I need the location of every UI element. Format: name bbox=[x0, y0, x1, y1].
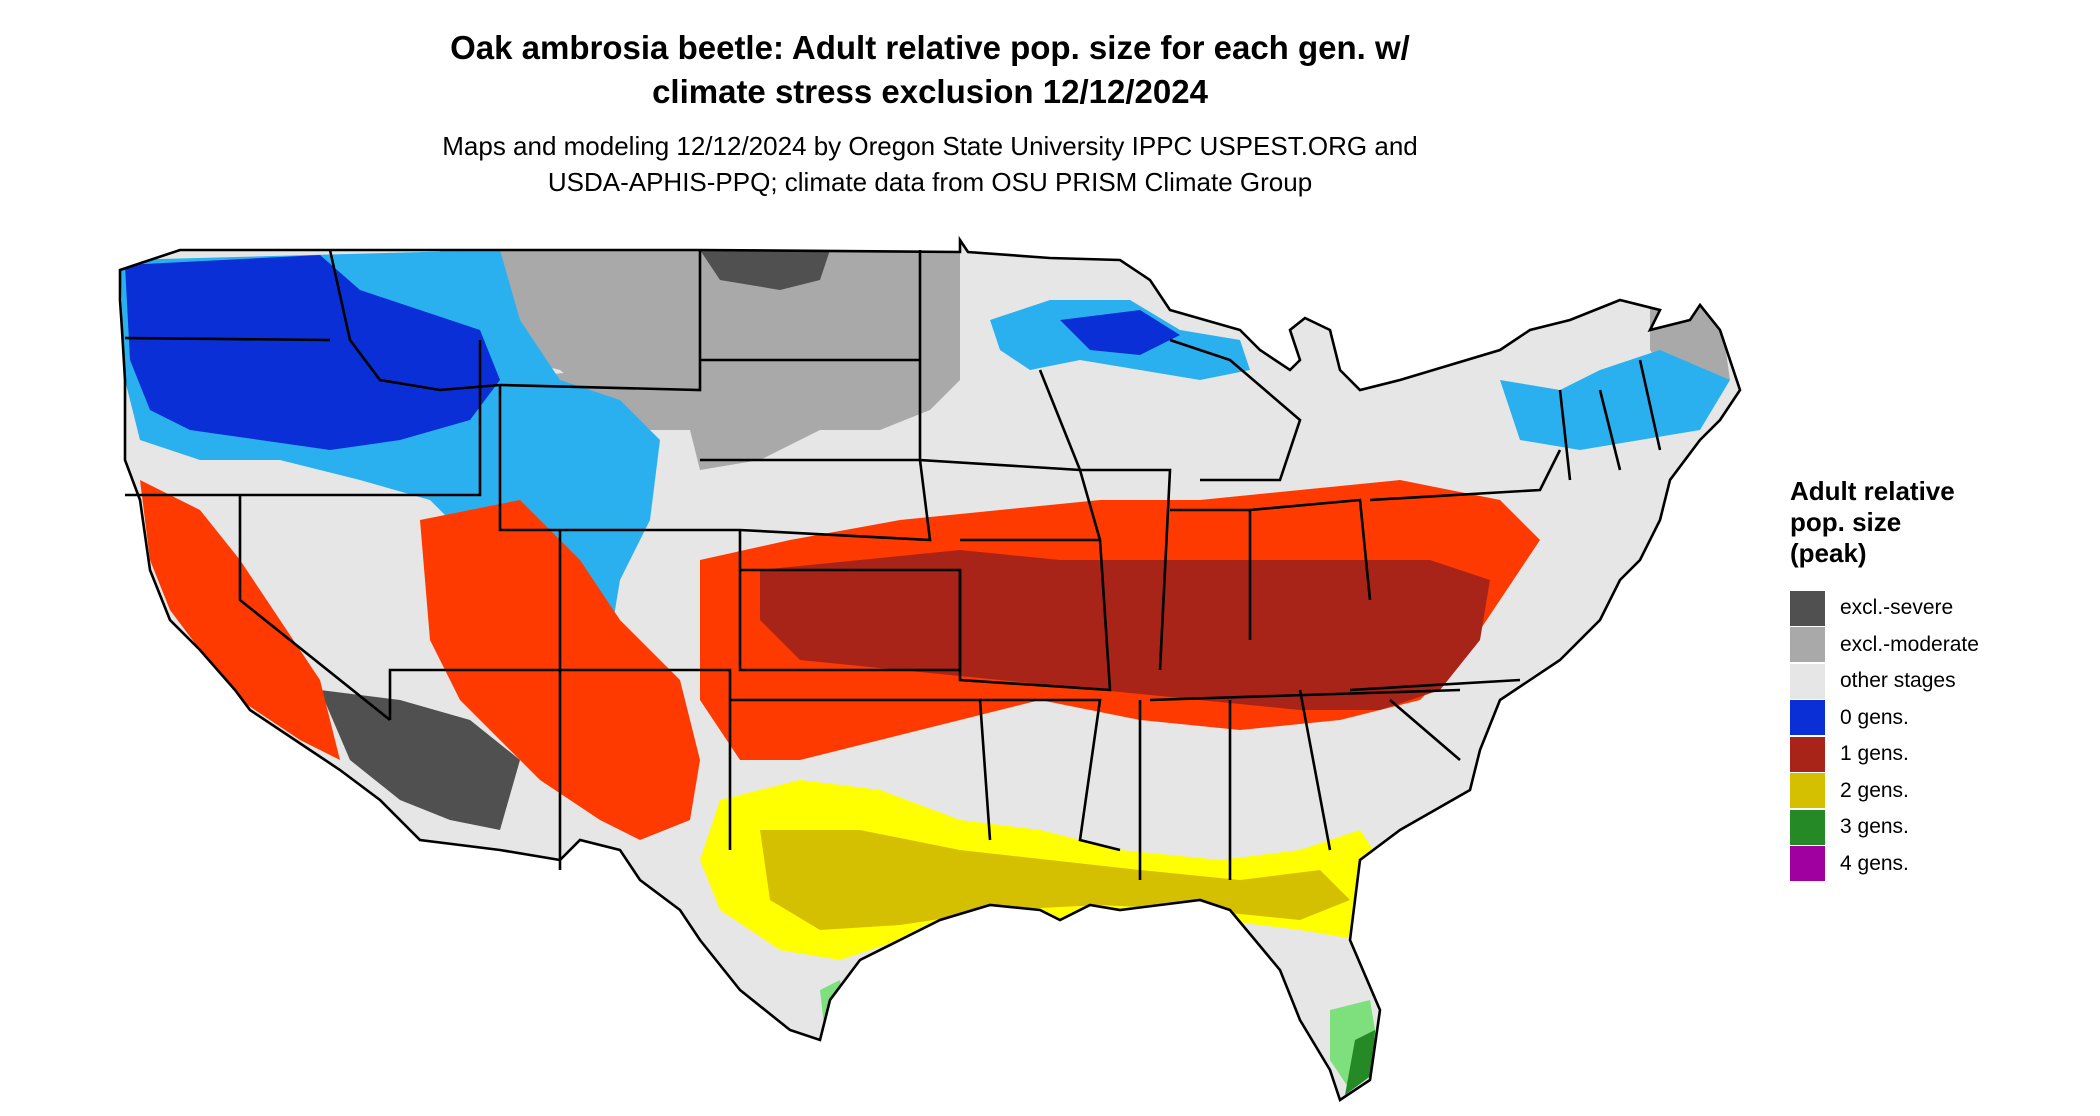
legend-item-1-gens: 1 gens. bbox=[1790, 736, 2050, 773]
state-boundaries bbox=[118, 238, 1742, 1102]
legend-label-excl-severe: excl.-severe bbox=[1840, 596, 1954, 620]
state-line-il-in-oh bbox=[1170, 498, 1372, 640]
state-line-wi-il bbox=[1038, 369, 1172, 671]
zone-zero-gens-dark-northwest bbox=[125, 255, 500, 450]
legend-label-4-gens: 4 gens. bbox=[1840, 851, 1909, 875]
state-line-nd-sd-ne bbox=[700, 358, 932, 542]
legend: Adult relative pop. size (peak) excl.-se… bbox=[1790, 476, 2050, 882]
legend-swatch-0-gens bbox=[1790, 700, 1825, 736]
state-line-mo bbox=[958, 538, 1112, 692]
legend-swatch-4-gens bbox=[1790, 846, 1825, 882]
state-line-nv-ca bbox=[238, 495, 391, 722]
legend-item-4-gens: 4 gens. bbox=[1790, 846, 2050, 883]
legend-swatch-excl-severe bbox=[1790, 590, 1825, 626]
zone-three-gens-florida bbox=[1345, 1030, 1375, 1095]
legend-swatch-excl-moderate bbox=[1790, 627, 1825, 663]
state-line-ky-tn bbox=[1149, 688, 1461, 702]
legend-item-3-gens: 3 gens. bbox=[1790, 809, 2050, 846]
state-line-new-england bbox=[1558, 359, 1662, 481]
zone-excl-severe-southwest bbox=[320, 690, 520, 830]
legend-label-0-gens: 0 gens. bbox=[1840, 705, 1909, 729]
map-subtitle-line-2: USDA-APHIS-PPQ; climate data from OSU PR… bbox=[547, 167, 1313, 197]
state-line-pa-ny bbox=[1369, 449, 1562, 502]
legend-item-excl-moderate: excl.-moderate bbox=[1790, 627, 2050, 664]
legend-item-other-stages: other stages bbox=[1790, 663, 2050, 700]
legend-title-line-2: pop. size bbox=[1790, 507, 1902, 537]
zone-zero-gens-light-new-england bbox=[1500, 350, 1730, 450]
state-line-ar-la bbox=[980, 698, 1121, 852]
zone-one-gen-light-west-coast bbox=[140, 480, 340, 760]
legend-label-excl-moderate: excl.-moderate bbox=[1840, 632, 1979, 656]
state-line-mi bbox=[1169, 338, 1302, 482]
state-line-wy-co bbox=[498, 385, 740, 532]
legend-items: excl.-severe excl.-moderate other stages… bbox=[1790, 590, 2050, 882]
legend-label-2-gens: 2 gens. bbox=[1840, 778, 1909, 802]
legend-title-line-1: Adult relative bbox=[1790, 476, 1955, 506]
legend-label-3-gens: 3 gens. bbox=[1840, 815, 1909, 839]
legend-label-other-stages: other stages bbox=[1840, 669, 1956, 693]
state-line-wa-or bbox=[124, 336, 331, 342]
legend-swatch-1-gens bbox=[1790, 736, 1825, 772]
legend-swatch-other-stages bbox=[1790, 663, 1825, 699]
legend-title: Adult relative pop. size (peak) bbox=[1790, 476, 2050, 569]
state-line-mt-wy-dakota bbox=[499, 250, 702, 392]
state-line-mn-ia bbox=[918, 250, 1102, 541]
legend-item-excl-severe: excl.-severe bbox=[1790, 590, 2050, 627]
map-title: Oak ambrosia beetle: Adult relative pop.… bbox=[330, 26, 1530, 114]
zone-excl-severe-north bbox=[700, 250, 830, 290]
legend-swatch-3-gens bbox=[1790, 809, 1825, 845]
legend-item-2-gens: 2 gens. bbox=[1790, 773, 2050, 810]
state-line-id-mt bbox=[328, 249, 501, 392]
legend-title-line-3: (peak) bbox=[1790, 538, 1867, 568]
map-title-line-2: climate stress exclusion 12/12/2024 bbox=[652, 73, 1208, 110]
map-subtitle-line-1: Maps and modeling 12/12/2024 by Oregon S… bbox=[442, 131, 1418, 161]
legend-label-1-gens: 1 gens. bbox=[1840, 742, 1909, 766]
legend-swatch-2-gens bbox=[1790, 773, 1825, 809]
state-line-va-nc bbox=[1349, 678, 1521, 761]
map-title-line-1: Oak ambrosia beetle: Adult relative pop.… bbox=[450, 29, 1410, 66]
zone-zero-gens-dark-great-lakes bbox=[1060, 310, 1180, 355]
state-line-ut-az bbox=[388, 530, 562, 720]
state-line-nm-tx bbox=[560, 668, 732, 850]
map-subtitle: Maps and modeling 12/12/2024 by Oregon S… bbox=[330, 128, 1530, 200]
state-line-ms-al-ga bbox=[1138, 689, 1332, 880]
legend-item-0-gens: 0 gens. bbox=[1790, 700, 2050, 737]
zones bbox=[120, 250, 1730, 1095]
state-line-co-ks bbox=[738, 530, 960, 672]
state-line-or-ca-nv-id bbox=[125, 340, 482, 497]
